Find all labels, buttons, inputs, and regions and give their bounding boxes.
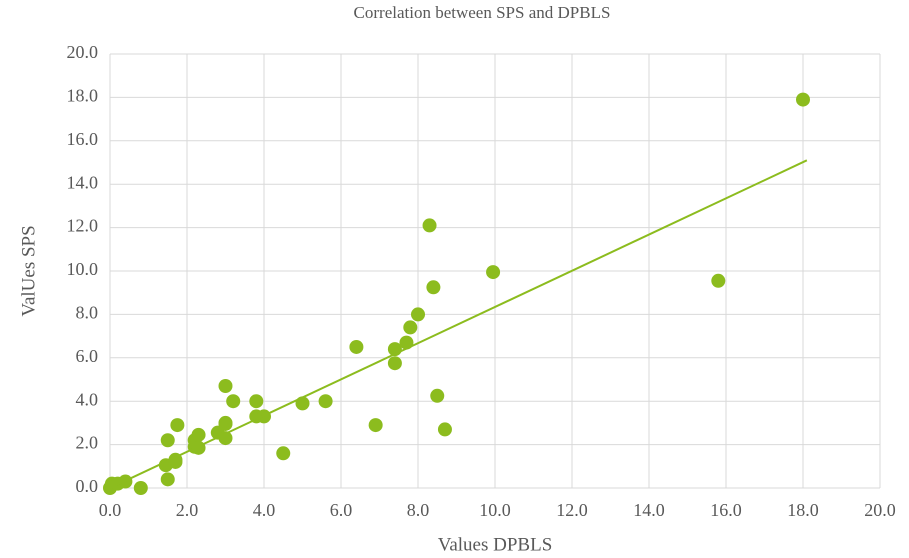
x-tick-label: 18.0 — [787, 500, 819, 520]
y-tick-label: 10.0 — [67, 259, 99, 279]
point — [411, 307, 425, 322]
point — [422, 218, 437, 233]
point — [430, 388, 445, 403]
point — [133, 481, 148, 495]
point — [387, 356, 402, 371]
point — [160, 433, 175, 448]
x-tick-label: 6.0 — [330, 500, 353, 520]
y-tick-label: 0.0 — [76, 476, 99, 496]
x-tick-label: 8.0 — [407, 500, 430, 520]
x-tick-label: 0.0 — [99, 500, 122, 520]
x-tick-label: 14.0 — [633, 500, 665, 520]
y-tick-label: 18.0 — [67, 86, 99, 106]
y-tick-label: 2.0 — [76, 433, 99, 453]
y-axis-title: ValUes SPS — [18, 225, 39, 316]
point — [170, 418, 185, 433]
point — [218, 379, 233, 394]
y-tick-label: 12.0 — [67, 216, 99, 236]
point — [486, 265, 501, 280]
point — [249, 394, 264, 409]
x-tick-label: 12.0 — [556, 500, 588, 520]
point — [191, 427, 206, 442]
x-tick-label: 4.0 — [253, 500, 276, 520]
y-tick-label: 14.0 — [67, 172, 99, 192]
point — [426, 280, 441, 295]
y-tick-label: 16.0 — [67, 129, 99, 149]
x-axis-title: Values DPBLS — [438, 534, 553, 555]
point — [349, 339, 364, 354]
point — [160, 472, 175, 487]
point — [368, 418, 383, 433]
y-tick-label: 4.0 — [76, 389, 99, 409]
trendline — [109, 159, 808, 489]
x-tick-label: 20.0 — [864, 500, 896, 520]
point — [318, 394, 333, 409]
point — [403, 320, 418, 335]
point — [226, 394, 241, 409]
x-tick-label: 10.0 — [479, 500, 511, 520]
y-tick-label: 20.0 — [67, 42, 99, 62]
x-tick-label: 16.0 — [710, 500, 742, 520]
chart-title: Correlation between SPS and DPBLS — [354, 3, 611, 22]
x-tick-label: 2.0 — [176, 500, 199, 520]
point — [711, 273, 726, 288]
y-tick-label: 6.0 — [76, 346, 99, 366]
y-tick-label: 8.0 — [76, 303, 99, 323]
point — [276, 446, 291, 461]
point — [437, 422, 452, 437]
point — [796, 92, 810, 107]
point — [218, 415, 233, 430]
